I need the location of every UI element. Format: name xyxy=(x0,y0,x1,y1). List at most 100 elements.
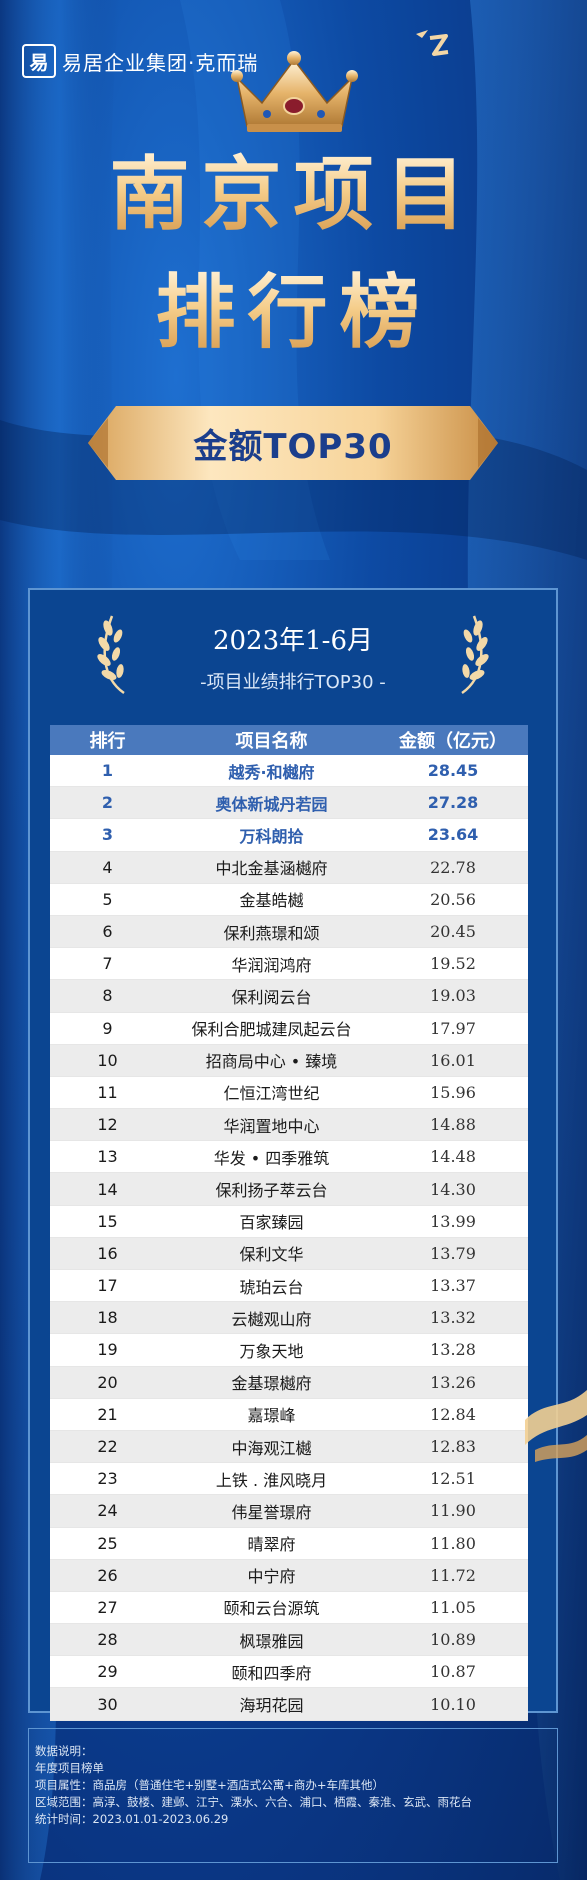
rank-cell: 14 xyxy=(50,1172,165,1206)
table-row: 9 保利合肥城建凤起云台 17.97 xyxy=(50,1012,528,1045)
rank-cell: 17 xyxy=(50,1269,165,1303)
table-row: 7 华润润鸿府 19.52 xyxy=(50,947,528,981)
table-row: 29 颐和四季府 10.87 xyxy=(50,1655,528,1689)
rank-cell: 16 xyxy=(50,1237,165,1271)
amount-cell: 13.79 xyxy=(378,1237,528,1271)
table-row: 27 颐和云台源筑 11.05 xyxy=(50,1591,528,1625)
amount-cell: 17.97 xyxy=(378,1012,528,1045)
amount-cell: 11.90 xyxy=(378,1494,528,1528)
notes-line-1: 年度项目榜单 xyxy=(35,1761,104,1775)
project-name-cell: 保利合肥城建凤起云台 xyxy=(165,1012,378,1045)
rank-cell: 21 xyxy=(50,1398,165,1431)
project-name-cell: 中海观江樾 xyxy=(165,1430,378,1464)
amount-cell: 10.10 xyxy=(378,1687,528,1721)
ranking-table: 排行 项目名称 金额（亿元） 1 越秀·和樾府 28.45 2 奥体新城丹若园 27.28… xyxy=(50,725,528,1721)
rank-cell: 19 xyxy=(50,1333,165,1367)
table-row: 13 华发 • 四季雅筑 14.48 xyxy=(50,1140,528,1174)
gold-ribbon-decoration xyxy=(525,1390,587,1462)
table-row: 25 晴翠府 11.80 xyxy=(50,1527,528,1560)
table-row: 1 越秀·和樾府 28.45 xyxy=(50,755,528,788)
project-name-cell: 琥珀云台 xyxy=(165,1269,378,1303)
table-row: 21 嘉璟峰 12.84 xyxy=(50,1398,528,1431)
project-name-cell: 万科朗拾 xyxy=(165,818,378,852)
main-title-line-2: 排行榜 xyxy=(0,268,587,358)
notes-heading: 数据说明： xyxy=(35,1744,93,1758)
amount-cell: 14.88 xyxy=(378,1108,528,1142)
rank-cell: 11 xyxy=(50,1076,165,1110)
rank-cell: 13 xyxy=(50,1140,165,1174)
decorative-mark-icon xyxy=(416,30,449,56)
amount-cell: 15.96 xyxy=(378,1076,528,1110)
project-name-cell: 中北金基涵樾府 xyxy=(165,851,378,884)
rank-cell: 23 xyxy=(50,1462,165,1496)
amount-cell: 13.32 xyxy=(378,1301,528,1335)
rank-cell: 7 xyxy=(50,947,165,981)
header-amount: 金额（亿元） xyxy=(378,725,528,755)
amount-cell: 13.99 xyxy=(378,1205,528,1238)
amount-cell: 10.89 xyxy=(378,1623,528,1657)
project-name-cell: 越秀·和樾府 xyxy=(165,755,378,788)
project-name-cell: 晴翠府 xyxy=(165,1527,378,1560)
amount-cell: 13.37 xyxy=(378,1269,528,1303)
amount-cell: 14.30 xyxy=(378,1172,528,1206)
table-row: 15 百家臻园 13.99 xyxy=(50,1205,528,1238)
ranking-panel: 2023年1-6月 -项目业绩排行TOP30 - 排行 项目名称 金额（亿元） … xyxy=(28,588,558,1721)
rank-cell: 27 xyxy=(50,1591,165,1625)
crown-icon xyxy=(231,51,358,132)
amount-cell: 16.01 xyxy=(378,1044,528,1077)
project-name-cell: 颐和云台源筑 xyxy=(165,1591,378,1625)
amount-cell: 13.28 xyxy=(378,1333,528,1367)
project-name-cell: 百家臻园 xyxy=(165,1205,378,1238)
rank-cell: 15 xyxy=(50,1205,165,1238)
amount-cell: 23.64 xyxy=(378,818,528,852)
table-row: 18 云樾观山府 13.32 xyxy=(50,1301,528,1335)
project-name-cell: 金基璟樾府 xyxy=(165,1366,378,1399)
amount-cell: 10.87 xyxy=(378,1655,528,1689)
table-row: 2 奥体新城丹若园 27.28 xyxy=(50,786,528,820)
project-name-cell: 保利文华 xyxy=(165,1237,378,1271)
rank-cell: 8 xyxy=(50,979,165,1013)
table-row: 20 金基璟樾府 13.26 xyxy=(50,1366,528,1399)
project-name-cell: 云樾观山府 xyxy=(165,1301,378,1335)
project-name-cell: 华润润鸿府 xyxy=(165,947,378,981)
rank-cell: 12 xyxy=(50,1108,165,1142)
project-name-cell: 保利扬子萃云台 xyxy=(165,1172,378,1206)
table-row: 17 琥珀云台 13.37 xyxy=(50,1269,528,1303)
project-name-cell: 万象天地 xyxy=(165,1333,378,1367)
table-row: 11 仁恒江湾世纪 15.96 xyxy=(50,1076,528,1110)
project-name-cell: 奥体新城丹若园 xyxy=(165,786,378,820)
table-row: 14 保利扬子萃云台 14.30 xyxy=(50,1172,528,1206)
notes-line-2: 项目属性：商品房（普通住宅+别墅+酒店式公寓+商办+车库其他） xyxy=(35,1778,385,1792)
project-name-cell: 嘉璟峰 xyxy=(165,1398,378,1431)
rank-cell: 26 xyxy=(50,1559,165,1592)
amount-cell: 19.52 xyxy=(378,947,528,981)
laurel-right-icon xyxy=(461,615,489,695)
rank-cell: 4 xyxy=(50,851,165,884)
project-name-cell: 金基皓樾 xyxy=(165,883,378,916)
brand-logo: 易 xyxy=(22,44,56,78)
amount-cell: 22.78 xyxy=(378,851,528,884)
brand-name: 易居企业集团·克而瑞 xyxy=(62,50,259,75)
amount-cell: 27.28 xyxy=(378,786,528,820)
rank-cell: 28 xyxy=(50,1623,165,1657)
rank-cell: 25 xyxy=(50,1527,165,1560)
table-row: 24 伟星誉璟府 11.90 xyxy=(50,1494,528,1528)
notes-line-3: 区域范围：高淳、鼓楼、建邺、江宁、溧水、六合、浦口、栖霞、秦淮、玄武、雨花台 xyxy=(35,1795,472,1809)
amount-cell: 20.45 xyxy=(378,915,528,949)
project-name-cell: 华发 • 四季雅筑 xyxy=(165,1140,378,1174)
amount-cell: 20.56 xyxy=(378,883,528,916)
project-name-cell: 仁恒江湾世纪 xyxy=(165,1076,378,1110)
project-name-cell: 招商局中心 • 臻境 xyxy=(165,1044,378,1077)
rank-cell: 29 xyxy=(50,1655,165,1689)
table-row: 16 保利文华 13.79 xyxy=(50,1237,528,1271)
header-project-name: 项目名称 xyxy=(165,725,378,755)
project-name-cell: 保利燕璟和颂 xyxy=(165,915,378,949)
project-name-cell: 上铁 . 淮风晓月 xyxy=(165,1462,378,1496)
table-row: 23 上铁 . 淮风晓月 12.51 xyxy=(50,1462,528,1496)
project-name-cell: 海玥花园 xyxy=(165,1687,378,1721)
rank-cell: 6 xyxy=(50,915,165,949)
amount-cell: 12.51 xyxy=(378,1462,528,1496)
data-notes: 数据说明： 年度项目榜单 项目属性：商品房（普通住宅+别墅+酒店式公寓+商办+车… xyxy=(28,1728,558,1863)
rank-cell: 10 xyxy=(50,1044,165,1077)
notes-line-4: 统计时间：2023.01.01-2023.06.29 xyxy=(35,1812,229,1826)
